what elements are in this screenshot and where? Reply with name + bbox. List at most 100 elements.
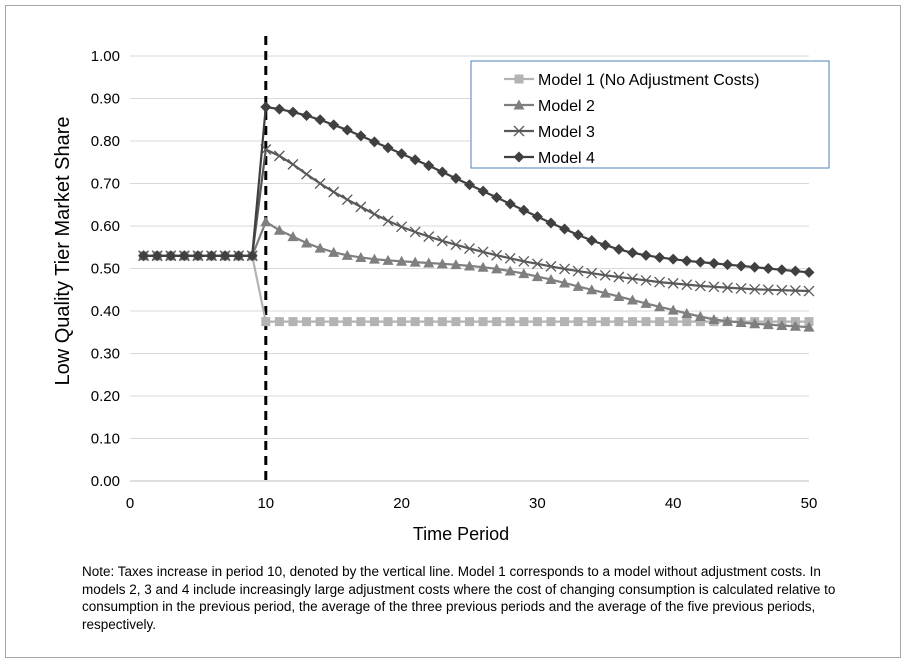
series-2-point <box>749 318 761 329</box>
series-1-point <box>478 317 488 327</box>
y-axis-label: Low Quality Tier Market Share <box>52 117 74 386</box>
chart: 0.00 0.10 0.20 0.30 0.40 0.50 0.60 0.70 0.80 0.90… <box>52 36 830 544</box>
series-3-point <box>572 265 584 277</box>
series-4 <box>138 101 815 278</box>
series-1-point <box>465 317 474 327</box>
series-3-point <box>368 208 380 220</box>
series-3-point-stroke <box>599 269 611 281</box>
series-2-point <box>681 308 693 319</box>
series-3-point <box>396 221 408 233</box>
series-3-point-stroke <box>708 281 720 293</box>
series-3-point <box>273 150 285 162</box>
series-2-point <box>722 315 734 326</box>
series-1-point <box>532 317 542 327</box>
x-tick-label: 20 <box>393 495 410 512</box>
series-3-point-stroke <box>423 231 435 243</box>
series-1-point <box>424 317 434 327</box>
series-2-point <box>301 237 313 248</box>
series-3-point <box>382 215 394 227</box>
x-tick-label: 10 <box>257 495 274 512</box>
y-tick-label: 0.60 <box>91 218 120 235</box>
series <box>138 101 815 332</box>
series-2-point <box>789 320 801 331</box>
series-4-point <box>355 130 367 142</box>
series-4-point <box>382 142 394 154</box>
legend-item: Model 4 <box>504 150 595 167</box>
legend-marker <box>513 151 525 163</box>
series-1-point <box>627 317 637 327</box>
legend-label: Model 3 <box>538 124 595 141</box>
series-3-point <box>477 246 489 258</box>
series-1-point <box>655 317 665 327</box>
series-3-point <box>301 168 312 180</box>
series-1-point <box>505 317 515 327</box>
series-1-point <box>356 317 366 327</box>
series-1-point <box>560 317 570 327</box>
series-2-point <box>287 231 299 242</box>
series-1-point <box>274 317 284 327</box>
series-3-point-stroke <box>287 158 299 170</box>
series-2-point <box>626 294 638 305</box>
series-3-point <box>423 231 435 243</box>
series-2 <box>138 216 815 332</box>
series-3-point <box>667 277 679 289</box>
series-4-point <box>613 243 625 255</box>
series-2-point <box>382 254 394 265</box>
legend-item: Model 2 <box>504 98 595 115</box>
series-1-point <box>437 317 447 327</box>
series-3-point-stroke <box>409 226 421 238</box>
series-4-point <box>178 250 190 262</box>
series-4-point <box>626 247 638 259</box>
series-4-point <box>572 229 584 241</box>
series-3-point-stroke <box>450 239 462 251</box>
series-2-point <box>464 260 475 271</box>
legend: Model 1 (No Adjustment Costs) Model 2 Mode… <box>470 60 830 169</box>
series-2-point <box>694 311 706 322</box>
series-3-point <box>627 273 638 285</box>
series-4-point <box>559 223 571 235</box>
series-3-point <box>518 255 530 267</box>
y-tick-label: 0.00 <box>91 473 120 490</box>
y-tick-label: 0.90 <box>91 91 120 108</box>
series-2-point <box>504 265 516 276</box>
series-2-point <box>667 304 679 315</box>
series-2-point <box>708 314 720 324</box>
series-1-point <box>641 317 651 327</box>
series-4-point <box>789 265 801 277</box>
y-tick-label: 0.20 <box>91 388 120 405</box>
series-3-point-stroke <box>803 285 815 297</box>
series-1-point <box>546 317 556 327</box>
series-4-point <box>301 110 313 121</box>
series-3-point-stroke <box>382 215 394 227</box>
series-2-point <box>762 319 774 330</box>
legend-marker <box>513 99 525 110</box>
series-4-point <box>464 179 475 191</box>
series-3-point <box>314 178 326 189</box>
series-2-point <box>640 297 652 308</box>
legend-label: Model 1 (No Adjustment Costs) <box>538 72 759 89</box>
series-4-point <box>640 249 652 261</box>
series-3-point <box>328 186 340 198</box>
series-4-point <box>749 261 761 273</box>
series-1-point <box>451 317 461 327</box>
series-4-point <box>762 263 774 274</box>
series-1-point <box>573 317 583 327</box>
series-2-point <box>450 259 462 270</box>
x-axis-label: Time Period <box>413 524 509 544</box>
series-1-point <box>383 317 393 327</box>
series-2-point <box>260 216 272 227</box>
series-3-point-stroke <box>722 282 733 294</box>
series-3-point-stroke <box>749 283 761 295</box>
legend-item: Model 1 (No Adjustment Costs) <box>504 72 759 89</box>
legend-marker-stroke <box>513 125 525 137</box>
series-2-point <box>396 255 408 266</box>
series-2-point <box>273 224 285 235</box>
series-1-point <box>587 317 597 327</box>
series-1-point <box>342 317 352 327</box>
y-tick-label: 0.70 <box>91 176 120 193</box>
series-1-point <box>695 317 705 327</box>
series-3-point <box>355 201 367 213</box>
series-3-point <box>654 276 666 288</box>
x-tick-label: 40 <box>665 495 682 512</box>
series-4-point <box>708 257 720 269</box>
